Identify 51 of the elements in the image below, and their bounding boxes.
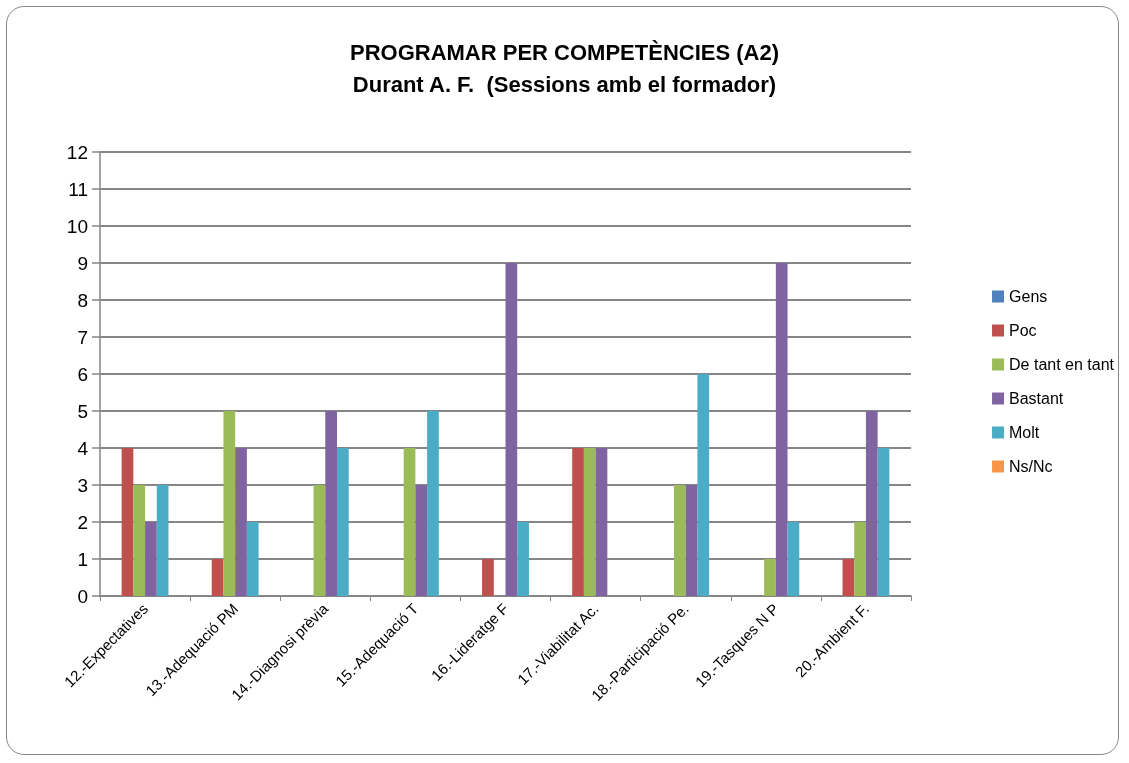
bar bbox=[697, 374, 710, 596]
bar bbox=[313, 485, 326, 596]
bar bbox=[133, 485, 146, 596]
y-tick-label: 7 bbox=[77, 326, 88, 348]
chart-title: PROGRAMAR PER COMPETÈNCIES (A2) bbox=[349, 39, 780, 65]
bar bbox=[223, 411, 236, 596]
y-tick-label: 5 bbox=[77, 400, 88, 422]
legend-label: Gens bbox=[1009, 288, 1048, 305]
bar bbox=[517, 522, 529, 596]
bar bbox=[505, 263, 518, 596]
chart-subtitle: Durant A. F. (Sessions amb el formador) bbox=[352, 71, 777, 97]
bar bbox=[685, 485, 698, 596]
bar bbox=[415, 485, 428, 596]
bar bbox=[427, 411, 439, 596]
legend-label: Ns/Nc bbox=[1009, 458, 1053, 475]
bar bbox=[325, 411, 337, 596]
bar bbox=[865, 411, 878, 596]
y-tick-label: 2 bbox=[77, 511, 88, 533]
bar bbox=[877, 448, 890, 596]
bar bbox=[403, 448, 416, 596]
bar bbox=[572, 448, 584, 596]
bar bbox=[482, 559, 494, 596]
legend-label: Molt bbox=[1009, 424, 1040, 441]
y-tick-label: 8 bbox=[77, 289, 88, 311]
y-tick-label: 12 bbox=[66, 141, 88, 163]
bar bbox=[854, 522, 866, 596]
y-tick-label: 9 bbox=[77, 252, 88, 274]
bar bbox=[775, 263, 788, 596]
y-tick-label: 0 bbox=[77, 585, 88, 607]
bar bbox=[595, 448, 608, 596]
legend-label: Poc bbox=[1009, 322, 1037, 339]
bar bbox=[145, 522, 157, 596]
y-tick-label: 11 bbox=[68, 178, 88, 200]
y-tick-label: 10 bbox=[66, 215, 88, 237]
y-tick-label: 3 bbox=[77, 474, 88, 496]
legend-label: Bastant bbox=[1009, 390, 1064, 407]
bar bbox=[156, 485, 169, 596]
legend-label: De tant en tant bbox=[1009, 356, 1115, 373]
bar bbox=[336, 448, 349, 596]
bar bbox=[764, 559, 776, 596]
bar bbox=[246, 522, 259, 596]
bar bbox=[235, 448, 247, 596]
bar bbox=[674, 485, 686, 596]
bar bbox=[211, 559, 224, 596]
y-tick-label: 6 bbox=[77, 363, 88, 385]
bar bbox=[121, 448, 134, 596]
bar bbox=[583, 448, 596, 596]
bar bbox=[787, 522, 800, 596]
y-tick-label: 4 bbox=[77, 437, 89, 459]
bar bbox=[842, 559, 855, 596]
y-tick-label: 1 bbox=[77, 548, 88, 570]
